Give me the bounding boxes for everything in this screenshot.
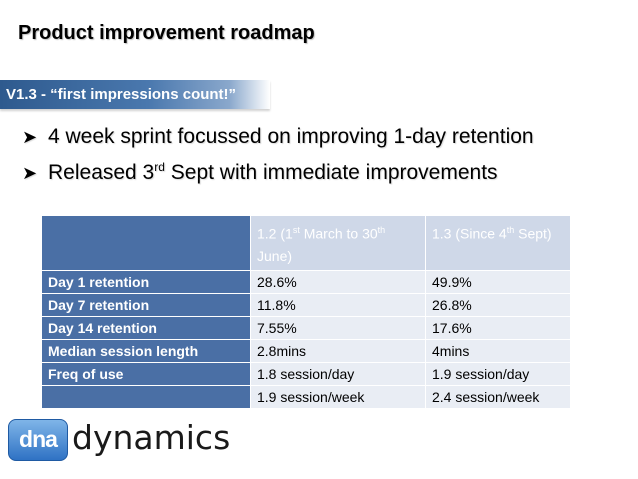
- table-row: Day 14 retention 7.55% 17.6%: [41, 315, 571, 340]
- header-cell-v12: 1.2 (1st March to 30th June): [250, 215, 426, 271]
- bullet-text: 4 week sprint focussed on improving 1-da…: [48, 125, 534, 148]
- row-label: Day 1 retention: [41, 269, 251, 294]
- bullet-list: ➤ 4 week sprint focussed on improving 1-d…: [22, 122, 534, 184]
- cell-v13: 2.4 session/week: [425, 384, 571, 409]
- bullet-text-prefix: Released 3: [48, 161, 155, 184]
- cell-v12: 1.8 session/day: [250, 361, 426, 386]
- cell-v13: 4mins: [425, 338, 571, 363]
- bullet-text-suffix: Sept with immediate improvements: [164, 161, 498, 184]
- row-label: Median session length: [41, 338, 251, 363]
- logo-mark-text: dna: [19, 426, 58, 452]
- bullet-text-sup: rd: [154, 160, 165, 174]
- cell-v12: 2.8mins: [250, 338, 426, 363]
- table-row: Day 7 retention 11.8% 26.8%: [41, 292, 571, 317]
- bullet-item: ➤ 4 week sprint focussed on improving 1-d…: [22, 122, 534, 152]
- row-label: Freq of use: [41, 361, 251, 386]
- cell-v12: 11.8%: [250, 292, 426, 317]
- row-label: [41, 384, 251, 409]
- table-row: Day 1 retention 28.6% 49.9%: [41, 269, 571, 294]
- cell-v13: 49.9%: [425, 269, 571, 294]
- header-cell-empty: [41, 215, 251, 271]
- cell-v13: 1.9 session/day: [425, 361, 571, 386]
- version-banner: V1.3 - “first impressions count!”: [0, 80, 270, 109]
- cell-v13: 26.8%: [425, 292, 571, 317]
- version-banner-label: V1.3 - “first impressions count!”: [6, 86, 237, 103]
- dna-dynamics-logo: dna dynamics: [8, 415, 248, 465]
- bullet-item: ➤ Released 3rd Sept with immediate improv…: [22, 152, 534, 184]
- table-row: Median session length 2.8mins 4mins: [41, 338, 571, 363]
- logo-mark: dna: [8, 419, 68, 461]
- logo-text: dynamics: [72, 418, 231, 457]
- cell-v13: 17.6%: [425, 315, 571, 340]
- arrow-bullet-icon: ➤: [22, 163, 38, 183]
- header-cell-v13: 1.3 (Since 4th Sept): [425, 215, 571, 271]
- cell-v12: 7.55%: [250, 315, 426, 340]
- cell-v12: 1.9 session/week: [250, 384, 426, 409]
- table-row: 1.9 session/week 2.4 session/week: [41, 384, 571, 409]
- table-header-row: 1.2 (1st March to 30th June) 1.3 (Since …: [41, 215, 571, 271]
- arrow-bullet-icon: ➤: [22, 127, 38, 147]
- table-row: Freq of use 1.8 session/day 1.9 session/…: [41, 361, 571, 386]
- row-label: Day 7 retention: [41, 292, 251, 317]
- retention-table: 1.2 (1st March to 30th June) 1.3 (Since …: [41, 215, 571, 409]
- cell-v12: 28.6%: [250, 269, 426, 294]
- page-title: Product improvement roadmap: [18, 22, 315, 44]
- row-label: Day 14 retention: [41, 315, 251, 340]
